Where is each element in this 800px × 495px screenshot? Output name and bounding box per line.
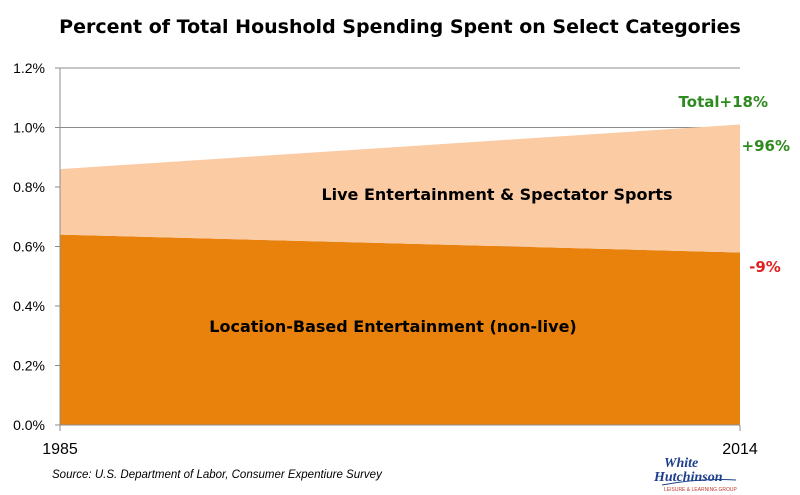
area-series-0 bbox=[60, 234, 740, 425]
white-hutchinson-logo: White Hutchinson LEISURE & LEARNING GROU… bbox=[653, 456, 737, 493]
y-axis: 0.0% 0.2% 0.4% 0.6% 0.8% 1.0% 1.2% bbox=[13, 60, 61, 433]
logo-line1: White bbox=[664, 456, 698, 471]
y-tick-label: 0.8% bbox=[13, 179, 45, 195]
logo-line2: Hutchinson bbox=[653, 470, 723, 485]
area-series bbox=[60, 124, 740, 425]
x-tick-label: 1985 bbox=[42, 441, 78, 458]
series-label-live: Live Entertainment & Spectator Sports bbox=[321, 185, 672, 204]
annotation-live-change: +96% bbox=[742, 137, 790, 155]
y-tick-label: 0.6% bbox=[13, 239, 45, 255]
y-tick-label: 0.0% bbox=[13, 417, 45, 433]
y-tick-label: 1.2% bbox=[13, 60, 45, 76]
annotation-total-change: Total+18% bbox=[679, 93, 768, 111]
y-tick-label: 1.0% bbox=[13, 120, 45, 136]
y-tick-label: 0.4% bbox=[13, 298, 45, 314]
x-tick-label: 2014 bbox=[722, 441, 758, 458]
logo-tagline: LEISURE & LEARNING GROUP bbox=[664, 487, 737, 493]
area-series-1 bbox=[60, 124, 740, 253]
annotation-location-change: -9% bbox=[749, 258, 781, 276]
logo-swoosh bbox=[661, 479, 737, 486]
y-tick-label: 0.2% bbox=[13, 358, 45, 374]
source-note: Source: U.S. Department of Labor, Consum… bbox=[52, 469, 383, 481]
x-axis: 1985 2014 bbox=[42, 424, 758, 458]
series-label-location: Location-Based Entertainment (non-live) bbox=[209, 317, 576, 336]
chart-title: Percent of Total Houshold Spending Spent… bbox=[59, 16, 741, 38]
